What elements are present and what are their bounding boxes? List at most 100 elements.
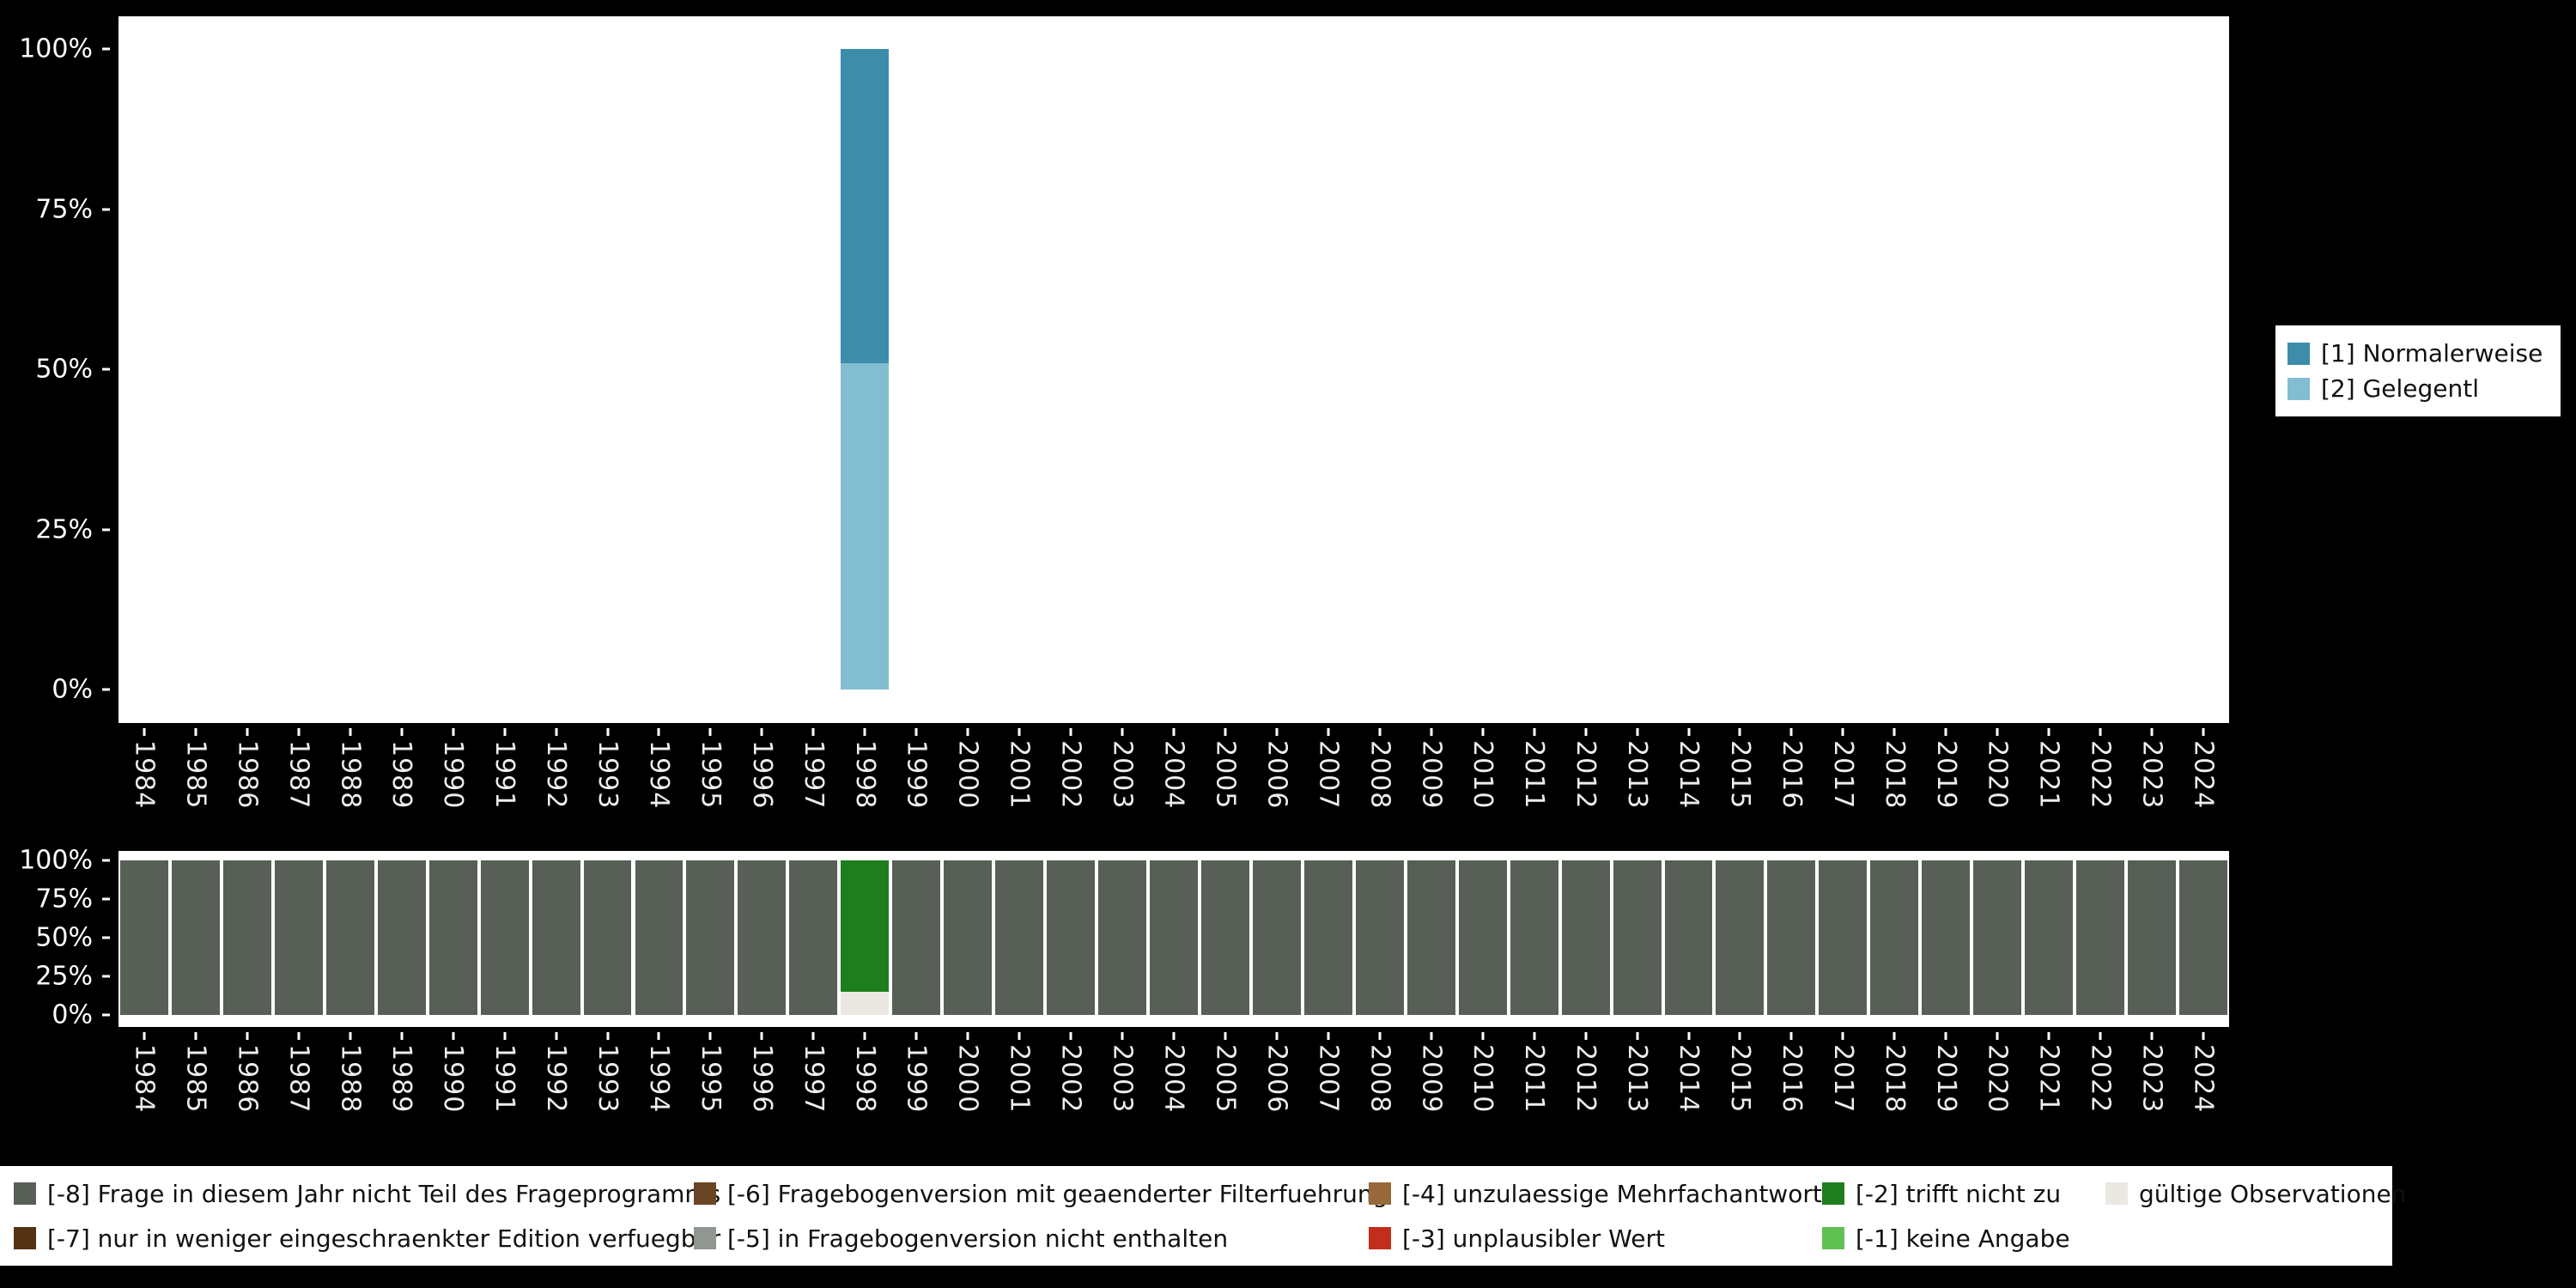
bar-segment: [1561, 860, 1610, 1015]
legend-label: [1] Normalerweise: [2321, 339, 2543, 368]
y-axis-label: 100%: [19, 845, 93, 876]
legend-swatch: [2287, 377, 2310, 400]
bar-segment: [583, 860, 632, 1015]
x-axis-tick: [1687, 1032, 1690, 1040]
x-axis-tick: [708, 728, 712, 736]
bar-2003: [1097, 49, 1148, 690]
x-axis-tick: [2099, 1032, 2102, 1040]
x-axis-tick: [2099, 728, 2102, 736]
bar-1996: [736, 49, 787, 690]
x-axis-label: 1995: [695, 1044, 726, 1114]
x-axis-label: 1999: [901, 1044, 932, 1114]
bar-2020: [1971, 860, 2023, 1015]
x-axis-tick: [1481, 728, 1485, 736]
legend-swatch: [694, 1227, 716, 1249]
x-axis-tick: [1481, 1032, 1485, 1040]
bar-1995: [684, 860, 736, 1015]
y-axis-tick: [102, 859, 110, 862]
x-axis-tick: [452, 1032, 455, 1040]
bar-segment: [1716, 860, 1765, 1015]
bar-segment: [841, 860, 890, 992]
x-axis-tick: [1430, 728, 1433, 736]
bar-2021: [2023, 860, 2075, 1015]
x-axis-label: 2014: [1674, 740, 1704, 810]
x-axis-tick: [1275, 728, 1279, 736]
x-axis-label: 1993: [592, 1044, 623, 1114]
bar-2019: [1920, 49, 1971, 690]
bar-2014: [1663, 860, 1715, 1015]
bar-2003: [1097, 860, 1148, 1015]
bar-2001: [993, 49, 1045, 690]
x-axis-tick: [143, 1032, 146, 1040]
x-axis-label: 2005: [1210, 740, 1241, 810]
legend-item: [1] Normalerweise: [2287, 339, 2549, 368]
bar-1985: [170, 860, 222, 1015]
x-axis-tick: [863, 1032, 866, 1040]
bar-1986: [222, 860, 273, 1015]
bar-2016: [1765, 860, 1817, 1015]
legend-swatch: [2287, 342, 2310, 365]
bar-2008: [1354, 860, 1406, 1015]
x-axis-label: 2023: [2136, 1044, 2167, 1114]
x-axis-label: 1988: [335, 740, 366, 810]
bar-1988: [325, 49, 376, 690]
legend-swatch: [1822, 1182, 1844, 1205]
bar-1998: [839, 860, 890, 1015]
x-axis-tick: [1121, 728, 1124, 736]
x-axis-label: 2007: [1313, 1044, 1344, 1114]
x-axis-label: 2009: [1416, 1044, 1447, 1114]
x-axis-tick: [760, 1032, 763, 1040]
x-axis-label: 2003: [1107, 740, 1138, 810]
bar-segment: [274, 860, 323, 1015]
bar-2024: [2178, 49, 2229, 690]
legend-swatch: [2105, 1182, 2128, 1205]
y-axis-label: 75%: [35, 194, 93, 224]
x-axis-tick: [555, 1032, 558, 1040]
x-axis-label: 1996: [746, 1044, 777, 1114]
bar-1985: [170, 49, 222, 690]
x-axis-label: 2010: [1467, 1044, 1498, 1114]
bar-2000: [942, 49, 993, 690]
x-axis-label: 1998: [849, 1044, 880, 1114]
x-axis-tick: [452, 728, 455, 736]
x-axis-label: 2015: [1724, 1044, 1755, 1114]
x-axis-tick: [1944, 1032, 1947, 1040]
y-axis-tick: [102, 528, 110, 531]
x-axis-label: 2022: [2085, 1044, 2116, 1114]
bar-1993: [582, 49, 634, 690]
x-axis-label: 2020: [1982, 1044, 2013, 1114]
x-axis-tick: [1533, 1032, 1536, 1040]
x-axis-tick: [1224, 1032, 1227, 1040]
x-axis-tick: [657, 1032, 660, 1040]
x-axis-label: 2018: [1879, 1044, 1910, 1114]
bar-2004: [1148, 49, 1200, 690]
bar-segment: [789, 860, 838, 1015]
bar-1997: [787, 860, 839, 1015]
bar-1990: [428, 49, 479, 690]
bar-2018: [1868, 860, 1920, 1015]
bar-2013: [1612, 49, 1663, 690]
bar-2022: [2075, 49, 2126, 690]
x-axis-label: 2000: [952, 740, 983, 810]
x-axis-tick: [760, 728, 763, 736]
x-axis-tick: [914, 728, 918, 736]
legend-label: [-4] unzulaessige Mehrfachantwort: [1402, 1179, 1822, 1208]
x-axis-tick: [1018, 728, 1021, 736]
bar-segment: [1200, 860, 1249, 1015]
x-axis-tick: [966, 1032, 969, 1040]
y-axis-tick: [102, 47, 110, 51]
x-axis-label: 2008: [1364, 1044, 1395, 1114]
bar-2006: [1251, 860, 1303, 1015]
x-axis-tick: [1789, 1032, 1793, 1040]
x-axis-tick: [1584, 728, 1588, 736]
bar-segment: [2128, 860, 2177, 1015]
bar-1992: [531, 49, 582, 690]
x-axis-tick: [811, 728, 815, 736]
x-axis-label: 2016: [1776, 740, 1807, 810]
bar-1997: [787, 49, 839, 690]
legend-item: [-4] unzulaessige Mehrfachantwort: [1369, 1180, 1822, 1208]
x-axis-label: 1985: [180, 740, 211, 810]
x-axis-label: 1998: [849, 740, 880, 810]
bar-2007: [1303, 49, 1354, 690]
x-axis-label: 2012: [1571, 740, 1601, 810]
